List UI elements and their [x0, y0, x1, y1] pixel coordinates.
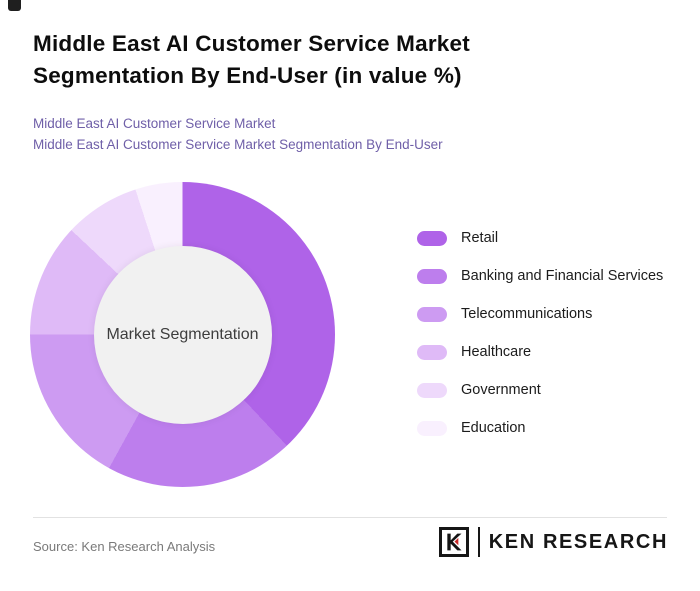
donut-chart-wrapper: Market Segmentation: [30, 182, 335, 487]
chart-subtitle-segmentation: Middle East AI Customer Service Market S…: [33, 137, 443, 152]
legend-label-banking: Banking and Financial Services: [461, 268, 664, 284]
donut-center-label: Market Segmentation: [106, 325, 259, 343]
legend-item-healthcare: Healthcare: [417, 340, 663, 364]
legend-swatch-government: [417, 382, 447, 398]
legend-swatch-banking: [417, 268, 447, 284]
ken-research-logo-icon: [438, 527, 469, 557]
legend-swatch-healthcare: [417, 344, 447, 360]
ken-research-brand: KEN RESEARCH: [438, 527, 668, 557]
legend-item-retail: Retail: [417, 226, 663, 250]
legend-label-education: Education: [461, 420, 526, 436]
brand-divider: [477, 527, 480, 557]
source-text: Source: Ken Research Analysis: [33, 539, 216, 554]
legend-item-telecommunications: Telecommunications: [417, 302, 663, 326]
legend-swatch-retail: [417, 230, 447, 246]
page-title: Middle East AI Customer Service Market Se…: [33, 28, 593, 92]
chart-legend: Retail Banking and Financial Services Te…: [417, 226, 663, 454]
legend-label-government: Government: [461, 382, 541, 398]
footer-divider: [33, 517, 667, 518]
page-title-line2: Segmentation By End-User (in value %): [33, 62, 462, 88]
chart-subtitle-market: Middle East AI Customer Service Market: [33, 116, 276, 131]
corner-mark: [8, 0, 21, 11]
legend-label-telecommunications: Telecommunications: [461, 306, 593, 322]
page-title-line1: Middle East AI Customer Service Market: [33, 31, 470, 56]
legend-swatch-education: [417, 420, 447, 436]
donut-center: Market Segmentation: [93, 245, 272, 424]
legend-label-retail: Retail: [461, 230, 499, 246]
legend-item-banking: Banking and Financial Services: [417, 264, 663, 288]
legend-label-healthcare: Healthcare: [461, 344, 532, 360]
legend-item-government: Government: [417, 378, 663, 402]
brand-name: KEN RESEARCH: [488, 530, 668, 553]
legend-swatch-telecommunications: [417, 306, 447, 322]
legend-item-education: Education: [417, 416, 663, 440]
